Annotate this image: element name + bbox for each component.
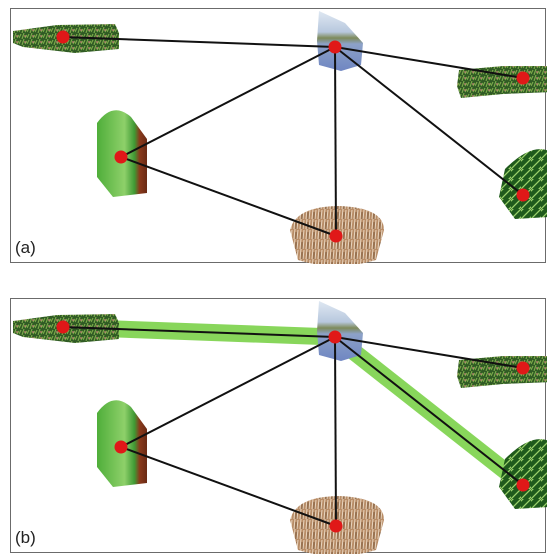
graph-panel-a [13, 11, 547, 264]
edge-n0-n5 [334, 336, 524, 486]
edge-n1-n0 [62, 36, 336, 48]
panel-label-b: (b) [15, 528, 36, 547]
edge-n0-n3 [120, 46, 336, 158]
edge-n3-n4 [120, 446, 337, 527]
edge-n0-n4 [334, 336, 337, 527]
node-dot-n4 [329, 519, 343, 533]
panel-label-a: (a) [15, 238, 36, 257]
edge-n0-n5 [334, 46, 524, 196]
node-dot-n3 [114, 150, 128, 164]
node-texture-n2 [457, 356, 547, 388]
node-dot-n2 [516, 361, 530, 375]
node-dot-n4 [329, 229, 343, 243]
node-dot-n2 [516, 71, 530, 85]
graph-panel-b [13, 301, 547, 554]
node-dot-n5 [516, 478, 530, 492]
node-texture-n0 [317, 301, 363, 361]
node-dot-n3 [114, 440, 128, 454]
panel-a: (a) [10, 8, 547, 264]
node-dot-n0 [328, 40, 342, 54]
node-dot-n0 [328, 330, 342, 344]
node-texture-n2 [457, 66, 547, 98]
edge-n0-n2 [334, 46, 524, 79]
node-dot-n5 [516, 188, 530, 202]
node-texture-n5 [499, 149, 547, 219]
edge-n1-n0 [62, 326, 336, 338]
node-texture-n5 [499, 439, 547, 509]
node-dot-n1 [56, 30, 70, 44]
edge-n0-n2 [334, 336, 524, 369]
node-dot-n1 [56, 320, 70, 334]
edge-n0-n4 [334, 46, 337, 237]
edge-n0-n3 [120, 336, 336, 448]
node-texture-n0 [317, 11, 363, 71]
panel-b: (b) [10, 298, 547, 554]
edge-n3-n4 [120, 156, 337, 237]
